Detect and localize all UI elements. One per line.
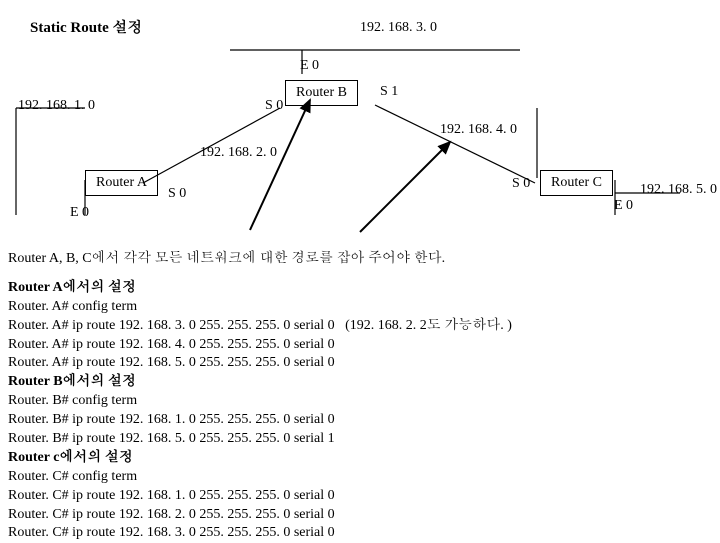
router-c-line: Router. C# ip route 192. 168. 3. 0 255. … xyxy=(8,524,512,543)
iface-s0-b: S 0 xyxy=(265,98,283,114)
router-c-line: Router. C# ip route 192. 168. 1. 0 255. … xyxy=(8,487,512,506)
description-line: Router A, B, C에서 각각 모든 네트워크에 대한 경로를 잡아 주… xyxy=(8,250,512,269)
router-a-node: Router A xyxy=(85,170,158,196)
router-a-line: Router. A# ip route 192. 168. 4. 0 255. … xyxy=(8,336,512,355)
iface-s0-c: S 0 xyxy=(512,176,530,192)
page-title: Static Route 설정 xyxy=(30,16,143,37)
iface-e0-top: E 0 xyxy=(300,58,319,74)
router-b-section-title: Router B에서의 설정 xyxy=(8,373,512,392)
router-a-line: Router. A# config term xyxy=(8,298,512,317)
net-4-label: 192. 168. 4. 0 xyxy=(440,122,517,138)
router-c-section-title: Router c에서의 설정 xyxy=(8,449,512,468)
router-a-line: Router. A# ip route 192. 168. 5. 0 255. … xyxy=(8,354,512,373)
router-c-node: Router C xyxy=(540,170,613,196)
net-2-label: 192. 168. 2. 0 xyxy=(200,145,277,161)
iface-e0-c: E 0 xyxy=(614,198,633,214)
router-b-line: Router. B# ip route 192. 168. 1. 0 255. … xyxy=(8,411,512,430)
config-text-block: Router A, B, C에서 각각 모든 네트워크에 대한 경로를 잡아 주… xyxy=(8,250,512,543)
net-3-label: 192. 168. 3. 0 xyxy=(360,20,437,36)
iface-e0-a: E 0 xyxy=(70,205,89,221)
iface-s1-b: S 1 xyxy=(380,84,398,100)
iface-s0-a: S 0 xyxy=(168,186,186,202)
router-c-line: Router. C# config term xyxy=(8,468,512,487)
router-a-section-title: Router A에서의 설정 xyxy=(8,279,512,298)
router-b-line: Router. B# config term xyxy=(8,392,512,411)
router-a-line: Router. A# ip route 192. 168. 3. 0 255. … xyxy=(8,317,512,336)
net-5-label: 192. 168. 5. 0 xyxy=(640,182,717,198)
net-1-label: 192. 168. 1. 0 xyxy=(18,98,95,114)
router-b-node: Router B xyxy=(285,80,358,106)
router-b-line: Router. B# ip route 192. 168. 5. 0 255. … xyxy=(8,430,512,449)
router-c-line: Router. C# ip route 192. 168. 2. 0 255. … xyxy=(8,506,512,525)
